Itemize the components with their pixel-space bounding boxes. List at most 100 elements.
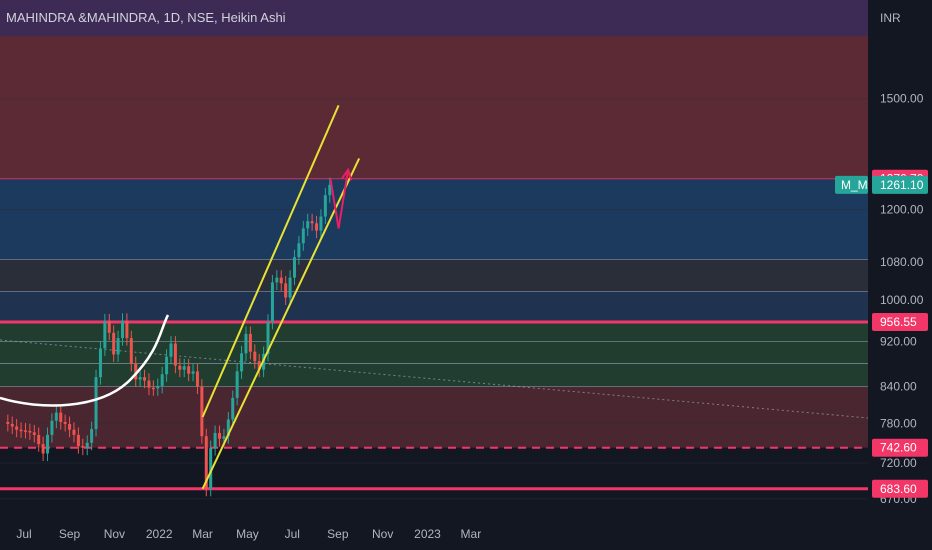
candle-body bbox=[90, 429, 94, 443]
y-tick-label: 840.00 bbox=[880, 380, 917, 394]
x-tick-label: May bbox=[236, 527, 259, 541]
candle-body bbox=[244, 333, 248, 354]
y-tick-label: 1500.00 bbox=[880, 92, 924, 106]
candle-body bbox=[240, 353, 244, 372]
candle-body bbox=[191, 371, 195, 374]
candle-body bbox=[63, 422, 67, 424]
x-tick-label: Mar bbox=[192, 527, 213, 541]
price-tag-label: 742.60 bbox=[880, 441, 917, 455]
candle-body bbox=[37, 434, 41, 445]
candle-body bbox=[222, 436, 226, 439]
price-tag-label: 956.55 bbox=[880, 315, 917, 329]
candle-body bbox=[129, 338, 133, 364]
candle-body bbox=[323, 195, 327, 217]
candle-body bbox=[284, 283, 288, 298]
candle-body bbox=[218, 432, 222, 439]
candle-body bbox=[160, 374, 164, 386]
price-tag-box bbox=[872, 313, 928, 332]
price-tag-label: 683.60 bbox=[880, 482, 917, 496]
candle-body bbox=[231, 397, 235, 420]
candle-body bbox=[107, 321, 111, 333]
candle-body bbox=[270, 282, 274, 322]
channel-lower-line bbox=[201, 157, 361, 490]
candle-body bbox=[98, 348, 102, 378]
candle-body bbox=[292, 257, 296, 278]
candle-body bbox=[72, 429, 76, 435]
candlestick-series bbox=[6, 177, 332, 497]
time-axis-panel[interactable] bbox=[0, 512, 868, 550]
zone-5 bbox=[0, 386, 868, 448]
y-tick-label: 780.00 bbox=[880, 416, 917, 430]
symbol-tag-box bbox=[835, 175, 868, 194]
candle-body bbox=[169, 343, 173, 357]
candle-body bbox=[297, 243, 301, 258]
price-axis-panel[interactable] bbox=[868, 0, 932, 550]
candle-body bbox=[226, 419, 230, 437]
candle-body bbox=[235, 371, 239, 398]
candle-body bbox=[156, 385, 160, 389]
candle-body bbox=[151, 387, 155, 390]
candle-body bbox=[257, 361, 261, 370]
candle-body bbox=[50, 420, 54, 435]
candle-body bbox=[147, 380, 151, 388]
candle-body bbox=[209, 448, 213, 489]
candle-body bbox=[306, 221, 310, 229]
candle-body bbox=[125, 320, 129, 339]
candle-body bbox=[94, 377, 98, 430]
candle-body bbox=[143, 377, 147, 381]
candle-body bbox=[182, 366, 186, 370]
candle-body bbox=[178, 365, 182, 370]
zone-3 bbox=[0, 291, 868, 323]
y-tick-label: 720.00 bbox=[880, 456, 917, 470]
candle-body bbox=[288, 277, 292, 298]
drawings bbox=[0, 104, 361, 490]
candle-body bbox=[301, 228, 305, 244]
cup-curve bbox=[0, 314, 170, 407]
zone-2 bbox=[0, 259, 868, 292]
x-tick-label: Mar bbox=[461, 527, 482, 541]
candle-body bbox=[134, 363, 138, 380]
candle-body bbox=[68, 423, 72, 430]
candle-body bbox=[310, 221, 314, 224]
candle-body bbox=[32, 432, 36, 435]
candle-body bbox=[328, 184, 332, 196]
x-tick-label: Sep bbox=[327, 527, 349, 541]
candle-body bbox=[165, 356, 169, 375]
x-tick-label: Jul bbox=[16, 527, 31, 541]
candle-body bbox=[15, 426, 19, 430]
candle-body bbox=[200, 386, 204, 437]
price-tag-box bbox=[872, 479, 928, 498]
x-tick-label: Nov bbox=[372, 527, 393, 541]
candle-body bbox=[266, 321, 270, 354]
candle-body bbox=[315, 223, 319, 231]
y-tick-label: 1080.00 bbox=[880, 255, 924, 269]
x-tick-label: 2022 bbox=[146, 527, 173, 541]
time-axis: Jul Sep Nov 2022 Mar May Jul Sep Nov 2023 Mar bbox=[16, 527, 481, 541]
projection-arrow-head bbox=[341, 167, 353, 181]
x-tick-label: Sep bbox=[59, 527, 81, 541]
x-tick-label: 2023 bbox=[414, 527, 441, 541]
currency-label: INR bbox=[880, 11, 901, 25]
candle-body bbox=[41, 444, 45, 454]
x-tick-label: Nov bbox=[104, 527, 125, 541]
candle-body bbox=[279, 277, 283, 284]
symbol-tag-label: M_M bbox=[841, 178, 868, 192]
candle-body bbox=[120, 320, 124, 339]
trend-line bbox=[0, 339, 869, 419]
zone-1 bbox=[0, 178, 868, 260]
chart-title: MAHINDRA &MAHINDRA, 1D, NSE, Heikin Ashi bbox=[6, 10, 286, 25]
candle-body bbox=[85, 442, 89, 448]
candle-body bbox=[248, 333, 252, 352]
candle-body bbox=[76, 434, 80, 447]
candle-body bbox=[187, 366, 191, 374]
candle-body bbox=[116, 338, 120, 355]
horizontal-levels bbox=[0, 178, 869, 491]
candle-body bbox=[195, 371, 199, 387]
y-tick-label: 1200.00 bbox=[880, 202, 924, 216]
candle-body bbox=[81, 446, 85, 448]
price-tag-label: 1261.10 bbox=[880, 178, 924, 192]
candle-body bbox=[54, 412, 58, 421]
